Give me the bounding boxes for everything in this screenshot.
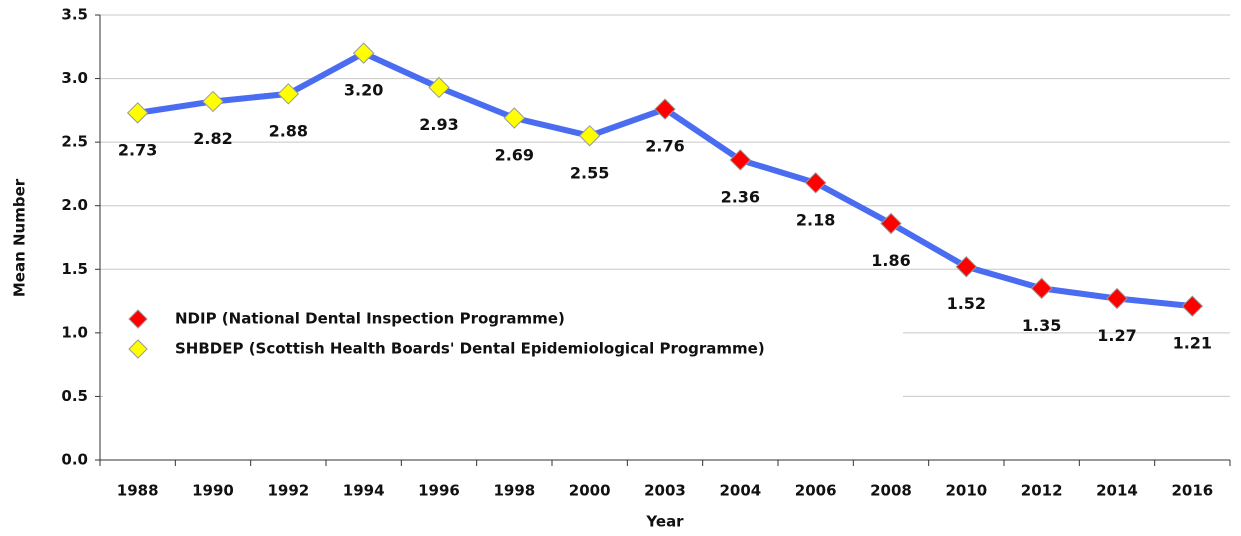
x-tick-label: 2008 <box>870 482 912 500</box>
data-label: 1.52 <box>947 294 986 313</box>
x-tick-label: 2000 <box>569 482 611 500</box>
legend-marker <box>128 339 148 359</box>
marker <box>352 42 375 64</box>
marker <box>729 149 752 171</box>
x-tick-label: 1994 <box>343 482 385 500</box>
x-tick-label: 2006 <box>795 482 837 500</box>
x-tick-label: 2016 <box>1171 482 1213 500</box>
data-label: 2.18 <box>796 210 835 229</box>
data-label: 3.20 <box>344 81 383 100</box>
y-tick-label: 3.5 <box>61 6 88 24</box>
x-tick-label: 2004 <box>719 482 761 500</box>
x-tick-label: 2010 <box>945 482 987 500</box>
data-label: 2.76 <box>645 137 684 156</box>
x-tick-label: 1988 <box>117 482 159 500</box>
x-tick-label: 2012 <box>1021 482 1063 500</box>
marker <box>880 212 902 235</box>
y-tick-label: 2.5 <box>61 133 88 151</box>
y-axis-label: Mean Number <box>11 178 29 297</box>
marker <box>277 83 300 105</box>
data-label: 2.69 <box>495 145 534 164</box>
marker <box>955 256 978 278</box>
x-tick-label: 2003 <box>644 482 686 500</box>
data-label: 2.73 <box>118 140 157 159</box>
x-tick-label: 2014 <box>1096 482 1138 500</box>
marker <box>126 102 149 124</box>
legend-label: NDIP (National Dental Inspection Program… <box>175 310 565 328</box>
x-tick-label: 1996 <box>418 482 460 500</box>
x-tick-label: 1998 <box>493 482 535 500</box>
x-tick-label: 1990 <box>192 482 234 500</box>
y-tick-label: 0.0 <box>61 451 88 469</box>
marker <box>578 125 601 147</box>
data-label: 1.35 <box>1022 316 1061 335</box>
legend-box <box>103 298 903 403</box>
y-tick-label: 0.5 <box>61 387 88 405</box>
x-axis-label: Year <box>645 513 684 531</box>
data-label: 2.93 <box>419 115 458 134</box>
legend-label: SHBDEP (Scottish Health Boards' Dental E… <box>175 340 765 358</box>
y-tick-label: 1.5 <box>61 260 88 278</box>
data-label: 1.27 <box>1097 326 1136 345</box>
marker <box>804 172 827 194</box>
legend-marker <box>128 309 148 329</box>
marker <box>1106 287 1128 310</box>
y-tick-label: 2.0 <box>61 196 88 214</box>
marker <box>503 107 526 129</box>
data-label: 2.55 <box>570 163 609 182</box>
data-label: 2.88 <box>269 121 308 140</box>
data-label: 1.86 <box>871 251 910 270</box>
data-label: 2.82 <box>193 129 232 148</box>
marker <box>654 98 676 120</box>
marker <box>202 90 224 113</box>
y-tick-label: 1.0 <box>61 323 88 341</box>
x-tick-label: 1992 <box>267 482 309 500</box>
y-tick-label: 3.0 <box>61 69 88 87</box>
marker <box>1030 277 1053 300</box>
data-label: 1.21 <box>1173 334 1212 353</box>
marker <box>428 76 450 99</box>
data-label: 2.36 <box>721 187 760 206</box>
marker <box>1181 295 1204 317</box>
